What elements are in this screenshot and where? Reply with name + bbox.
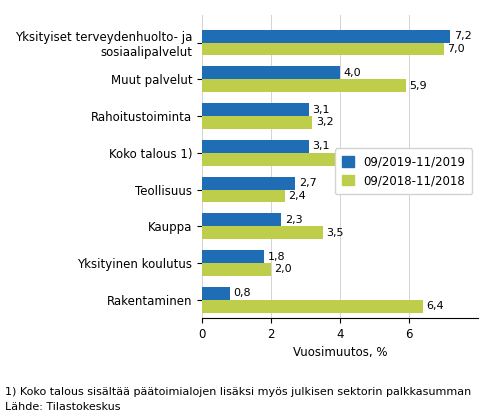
- Bar: [202, 30, 451, 42]
- Text: 3,1: 3,1: [313, 104, 330, 115]
- Text: 2,4: 2,4: [288, 191, 306, 201]
- Legend: 09/2019-11/2019, 09/2018-11/2018: 09/2019-11/2019, 09/2018-11/2018: [335, 148, 472, 194]
- Text: 2,0: 2,0: [275, 265, 292, 275]
- Bar: [202, 226, 323, 239]
- Bar: [202, 263, 271, 276]
- Bar: [202, 287, 230, 300]
- Bar: [202, 116, 313, 129]
- Text: 3,5: 3,5: [326, 228, 344, 238]
- Text: 4,4: 4,4: [357, 154, 375, 164]
- Text: 4,0: 4,0: [344, 68, 361, 78]
- Text: 3,1: 3,1: [313, 141, 330, 151]
- Text: 7,2: 7,2: [454, 31, 472, 41]
- Text: 1,8: 1,8: [268, 252, 285, 262]
- Text: 5,9: 5,9: [409, 81, 426, 91]
- Bar: [202, 42, 444, 55]
- Text: 3,2: 3,2: [316, 117, 334, 127]
- Bar: [202, 190, 285, 203]
- Bar: [202, 177, 295, 190]
- Bar: [202, 79, 406, 92]
- Text: 0,8: 0,8: [233, 288, 251, 298]
- Text: 1) Koko talous sisältää päätoimialojen lisäksi myös julkisen sektorin palkkasumm: 1) Koko talous sisältää päätoimialojen l…: [5, 387, 471, 397]
- Text: 7,0: 7,0: [447, 44, 464, 54]
- Bar: [202, 103, 309, 116]
- Bar: [202, 213, 282, 226]
- Bar: [202, 153, 354, 166]
- Bar: [202, 67, 340, 79]
- Bar: [202, 250, 264, 263]
- Text: 2,3: 2,3: [285, 215, 303, 225]
- Bar: [202, 300, 423, 312]
- Text: 2,7: 2,7: [299, 178, 317, 188]
- Text: Lähde: Tilastokeskus: Lähde: Tilastokeskus: [5, 402, 120, 412]
- Bar: [202, 140, 309, 153]
- Text: 6,4: 6,4: [426, 301, 444, 311]
- X-axis label: Vuosimuutos, %: Vuosimuutos, %: [293, 347, 387, 359]
